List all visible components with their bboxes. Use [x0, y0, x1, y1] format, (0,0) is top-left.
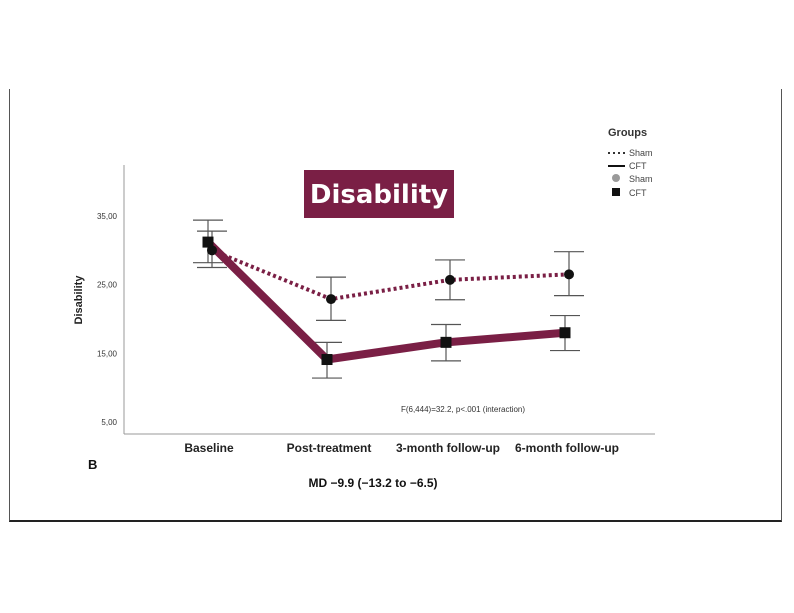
chart-title: Disability — [310, 180, 448, 210]
y-tick-label: 15,00 — [97, 349, 118, 358]
legend-square-marker-icon — [612, 188, 620, 196]
series-lines — [205, 239, 570, 364]
sham-point — [326, 294, 336, 305]
cft-point — [321, 354, 333, 366]
figure-frame — [9, 89, 782, 522]
sham-point — [564, 269, 574, 280]
legend-entry: CFT — [629, 161, 647, 171]
legend-entry: Sham — [629, 174, 653, 184]
x-tick-label: Post-treatment — [287, 441, 372, 455]
x-tick-label: 6-month follow-up — [515, 441, 619, 455]
legend-circle-marker-icon — [612, 174, 620, 182]
sham-point — [207, 245, 217, 256]
legend-title: Groups — [608, 127, 647, 139]
title-badge — [304, 170, 454, 218]
cft-point — [559, 327, 571, 339]
cft-series-line — [205, 239, 566, 364]
y-axis-label: Disability — [73, 275, 85, 325]
stats-annotation: F(6,444)=32.2, p<.001 (interaction) — [401, 405, 525, 414]
mean-difference-caption: MD −9.9 (−13.2 to −6.5) — [308, 476, 437, 490]
cft-point — [202, 236, 214, 248]
legend-entry: CFT — [629, 188, 647, 198]
y-tick-label: 35,00 — [97, 212, 118, 221]
y-tick-label: 5,00 — [101, 418, 117, 427]
cft-point — [440, 336, 452, 348]
series-markers — [202, 236, 574, 366]
legend-entry: Sham — [629, 148, 653, 158]
sham-series-line — [211, 248, 570, 302]
x-tick-label: Baseline — [184, 441, 234, 455]
legend: Groups Sham CFT Sham CFT — [608, 127, 653, 198]
y-tick-label: 25,00 — [97, 281, 118, 290]
x-tick-label: 3-month follow-up — [396, 441, 500, 455]
sham-point — [445, 274, 455, 285]
panel-label: B — [88, 457, 97, 472]
